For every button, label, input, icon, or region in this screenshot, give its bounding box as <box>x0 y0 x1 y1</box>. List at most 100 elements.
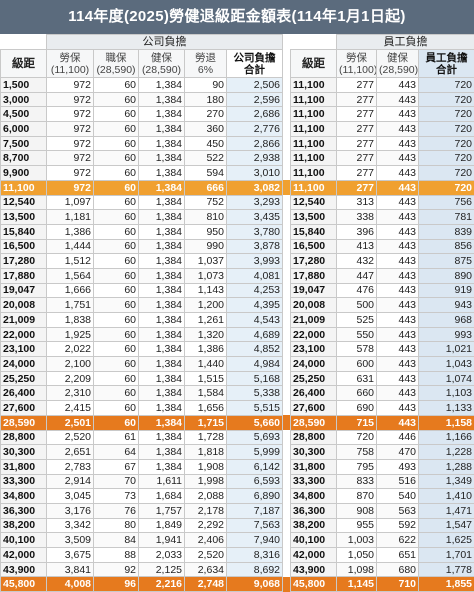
table-cell: 990 <box>185 239 227 254</box>
table-cell: 1,656 <box>185 401 227 416</box>
table-cell: 870 <box>337 489 377 504</box>
column-gap <box>283 577 291 592</box>
table-cell: 180 <box>185 92 227 107</box>
column-gap <box>283 210 291 225</box>
column-gap <box>283 92 291 107</box>
table-cell: 21,009 <box>291 313 337 328</box>
table-cell: 1,515 <box>185 371 227 386</box>
table-cell: 2,914 <box>47 474 94 489</box>
table-cell: 270 <box>185 107 227 122</box>
company-total-header: 公司負擔合計 <box>227 50 283 78</box>
table-cell: 2,686 <box>227 107 283 122</box>
table-cell: 720 <box>419 78 474 93</box>
table-cell: 758 <box>337 445 377 460</box>
column-gap <box>283 107 291 122</box>
table-cell: 30,300 <box>291 445 337 460</box>
column-gap <box>283 562 291 577</box>
table-cell: 943 <box>419 298 474 313</box>
table-cell: 443 <box>377 342 419 357</box>
table-cell: 2,033 <box>139 548 185 563</box>
column-gap <box>283 415 291 430</box>
table-cell: 4,395 <box>227 298 283 313</box>
table-cell: 1,050 <box>337 548 377 563</box>
table-cell: 60 <box>94 415 139 430</box>
table-cell: 42,000 <box>1 548 47 563</box>
table-cell: 4,984 <box>227 357 283 372</box>
table-cell: 8,700 <box>1 151 47 166</box>
table-cell: 4,852 <box>227 342 283 357</box>
table-cell: 5,168 <box>227 371 283 386</box>
table-cell: 443 <box>377 313 419 328</box>
column-gap <box>283 151 291 166</box>
table-cell: 33,300 <box>1 474 47 489</box>
table-cell: 443 <box>377 151 419 166</box>
table-cell: 1,158 <box>419 415 474 430</box>
table-cell: 45,800 <box>291 577 337 592</box>
table-cell: 950 <box>185 224 227 239</box>
table-cell: 60 <box>94 151 139 166</box>
insurance-rate-table: 公司負擔 員工負擔 級距 勞保(11,100) 職保(28,590) 健保(28… <box>0 34 474 592</box>
table-cell: 3,993 <box>227 254 283 269</box>
column-gap <box>283 166 291 181</box>
table-cell: 5,338 <box>227 386 283 401</box>
table-cell: 2,783 <box>47 459 94 474</box>
table-cell: 446 <box>377 430 419 445</box>
table-cell: 13,500 <box>1 210 47 225</box>
table-cell: 1,003 <box>337 533 377 548</box>
table-cell: 60 <box>94 195 139 210</box>
table-cell: 1,384 <box>139 386 185 401</box>
table-cell: 11,100 <box>291 92 337 107</box>
table-cell: 12,540 <box>291 195 337 210</box>
table-cell: 1,998 <box>185 474 227 489</box>
table-cell: 1,384 <box>139 342 185 357</box>
table-cell: 92 <box>94 562 139 577</box>
table-cell: 720 <box>419 166 474 181</box>
column-gap <box>283 459 291 474</box>
table-cell: 443 <box>377 415 419 430</box>
table-cell: 27,600 <box>1 401 47 416</box>
table-cell: 525 <box>337 313 377 328</box>
table-cell: 781 <box>419 210 474 225</box>
table-cell: 2,776 <box>227 122 283 137</box>
table-cell: 1,384 <box>139 357 185 372</box>
table-cell: 600 <box>337 357 377 372</box>
table-cell: 1,181 <box>47 210 94 225</box>
table-cell: 3,000 <box>1 92 47 107</box>
column-gap <box>283 445 291 460</box>
table-cell: 11,100 <box>291 78 337 93</box>
table-cell: 443 <box>377 78 419 93</box>
table-cell: 1,500 <box>1 78 47 93</box>
table-cell: 993 <box>419 327 474 342</box>
table-cell: 338 <box>337 210 377 225</box>
table-cell: 2,088 <box>185 489 227 504</box>
table-cell: 1,384 <box>139 92 185 107</box>
table-cell: 17,880 <box>291 268 337 283</box>
table-cell: 7,187 <box>227 503 283 518</box>
table-cell: 60 <box>94 254 139 269</box>
table-cell: 60 <box>94 180 139 195</box>
table-cell: 42,000 <box>291 548 337 563</box>
table-cell: 833 <box>337 474 377 489</box>
table-cell: 2,938 <box>227 151 283 166</box>
table-cell: 622 <box>377 533 419 548</box>
table-cell: 1,384 <box>139 195 185 210</box>
table-cell: 60 <box>94 327 139 342</box>
table-cell: 25,250 <box>1 371 47 386</box>
table-cell: 60 <box>94 371 139 386</box>
table-cell: 666 <box>185 180 227 195</box>
table-cell: 43,900 <box>1 562 47 577</box>
table-cell: 64 <box>94 445 139 460</box>
table-cell: 2,292 <box>185 518 227 533</box>
table-cell: 470 <box>377 445 419 460</box>
table-cell: 720 <box>419 136 474 151</box>
table-cell: 36,300 <box>1 503 47 518</box>
table-cell: 60 <box>94 107 139 122</box>
table-cell: 17,280 <box>1 254 47 269</box>
table-cell: 1,384 <box>139 430 185 445</box>
table-cell: 1,384 <box>139 254 185 269</box>
